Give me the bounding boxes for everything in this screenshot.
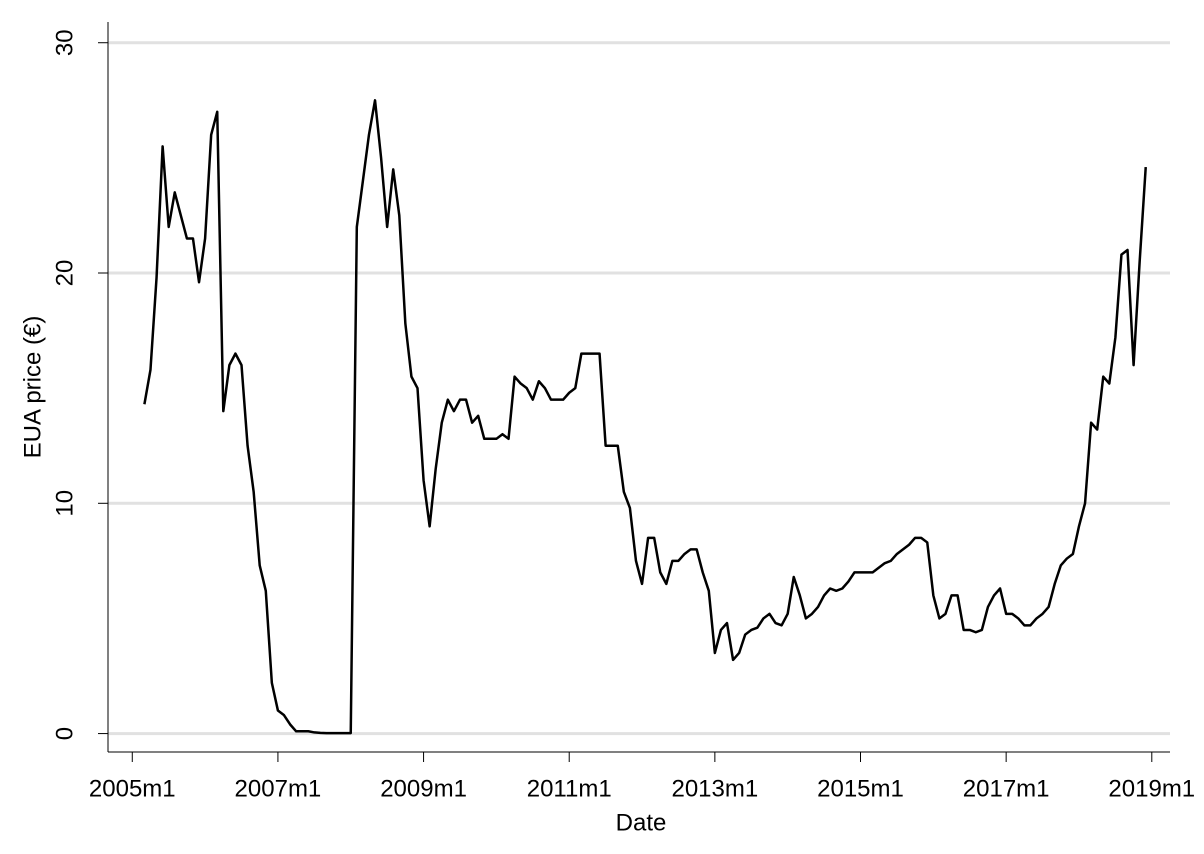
x-tick-label: 2007m1 (235, 775, 322, 802)
x-tick-label: 2005m1 (89, 775, 176, 802)
x-tick-label: 2015m1 (817, 775, 904, 802)
x-axis-title: Date (616, 809, 667, 836)
plot-area (108, 22, 1170, 752)
x-tick-label: 2011m1 (527, 775, 612, 802)
y-tick-label: 30 (51, 29, 78, 56)
x-tick-label: 2009m1 (380, 775, 467, 802)
y-tick-label: 10 (51, 490, 78, 517)
price-line (143, 99, 1147, 735)
x-tick-label: 2017m1 (963, 775, 1050, 802)
y-tick-label: 0 (51, 727, 78, 740)
y-tick-label: 20 (51, 260, 78, 287)
y-axis-title: EUA price (€) (19, 316, 46, 459)
x-tick-label: 2019m1 (1108, 775, 1195, 802)
x-tick-label: 2013m1 (671, 775, 758, 802)
